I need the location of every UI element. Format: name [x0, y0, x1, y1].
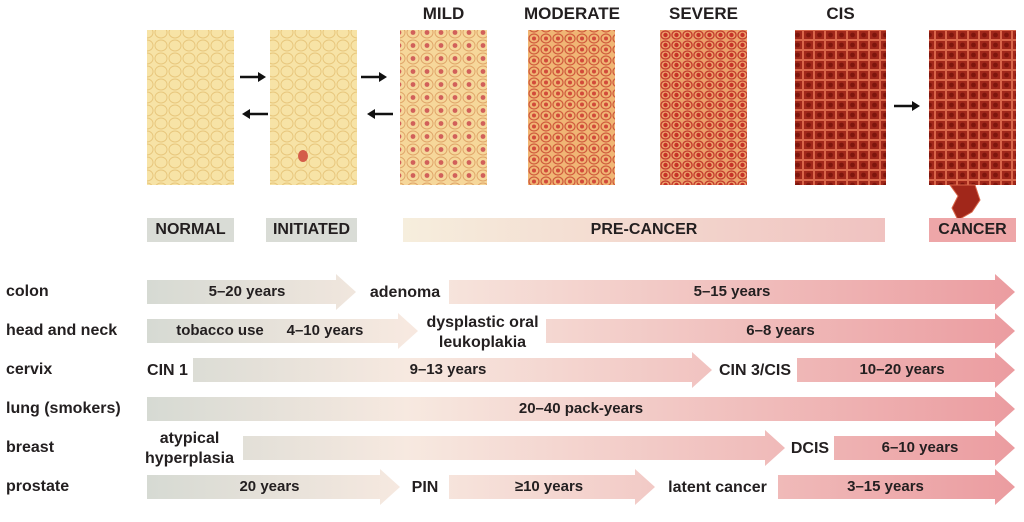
- normal-band-label: NORMAL: [155, 221, 226, 238]
- normal-tissue: [147, 30, 234, 185]
- cervix-interval-2: 10–20 years: [859, 361, 945, 378]
- colon-stage-adenoma: adenoma: [369, 284, 441, 301]
- prostate-stage-pin: PIN: [411, 479, 439, 496]
- pre-cancer-band-label: PRE-CANCER: [590, 221, 698, 238]
- breast-interval-2: 6–10 years: [881, 439, 959, 456]
- cancer-band-label: CANCER: [938, 221, 1007, 238]
- prostate-interval-3: 3–15 years: [847, 478, 924, 495]
- prostate-interval-1: 20 years: [239, 478, 300, 495]
- timeline-arrows: [147, 274, 1015, 505]
- cancer-tissue: [929, 30, 1016, 185]
- head-neck-interval-2: 6–8 years: [746, 322, 815, 339]
- initiated-cell: [298, 150, 308, 162]
- initiated-tissue: [270, 30, 357, 185]
- stage-mild-label: MILD: [422, 4, 465, 23]
- prostate-interval-2: ≥10 years: [514, 478, 584, 495]
- cancer-band: [929, 218, 1016, 242]
- row-label-colon: colon: [6, 283, 49, 300]
- cervix-stage-cin3: CIN 3/CIS: [718, 362, 791, 379]
- moderate-tissue: [528, 30, 615, 185]
- row-label-breast: breast: [6, 439, 55, 456]
- stage-severe-label: SEVERE: [669, 4, 738, 23]
- breast-stage-dcis: DCIS: [790, 440, 830, 457]
- cervix-interval-1: 9–13 years: [409, 361, 487, 378]
- mild-tissue: [400, 30, 487, 185]
- row-label-lung: lung (smokers): [6, 400, 121, 417]
- normal-band: [147, 218, 234, 242]
- head-neck-stage-line-1: dysplastic oral: [426, 314, 539, 331]
- stage-moderate-label: MODERATE: [523, 4, 620, 23]
- colon-interval-2: 5–15 years: [693, 283, 771, 300]
- initiated-band-label: INITIATED: [272, 221, 351, 238]
- severe-tissue: [660, 30, 747, 185]
- breast-stage-line-2: hyperplasia: [145, 450, 234, 467]
- initiated-band: [266, 218, 357, 242]
- prostate-stage-latent: latent cancer: [668, 479, 767, 496]
- row-label-head-and-neck: head and neck: [6, 322, 118, 339]
- head-neck-stage-line-2: leukoplakia: [438, 334, 527, 351]
- colon-interval-1: 5–20 years: [208, 283, 286, 300]
- breast-stage-line-1: atypical: [159, 430, 220, 447]
- lung-interval-1: 20–40 pack-years: [518, 400, 644, 417]
- head-neck-interval-1: 4–10 years: [286, 322, 364, 339]
- pre-cancer-band: [403, 218, 885, 242]
- cancer-invasion: [949, 184, 981, 221]
- row-label-prostate: prostate: [6, 478, 70, 495]
- cervix-stage-cin1: CIN 1: [147, 362, 188, 379]
- progression-arrows: [240, 72, 920, 119]
- stage-cis-label: CIS: [826, 4, 855, 23]
- head-neck-pre-stage: tobacco use: [176, 322, 264, 339]
- cis-tissue: [795, 30, 886, 185]
- row-label-cervix: cervix: [6, 361, 53, 378]
